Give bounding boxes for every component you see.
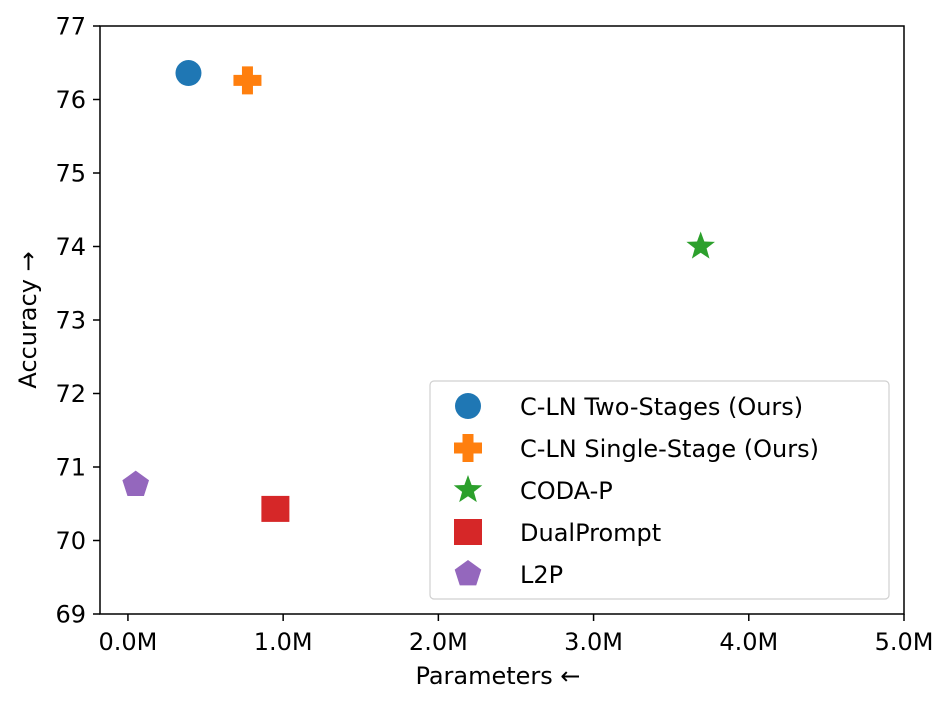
legend-label: C-LN Single-Stage (Ours) bbox=[520, 435, 819, 463]
data-point-plus bbox=[233, 66, 262, 95]
x-tick-label: 3.0M bbox=[564, 628, 623, 656]
x-tick-label: 0.0M bbox=[99, 628, 158, 656]
legend-label: CODA-P bbox=[520, 477, 613, 505]
x-axis: 0.0M 1.0M 2.0M 3.0M 4.0M 5.0M bbox=[99, 614, 934, 656]
legend-frame bbox=[429, 380, 890, 600]
legend-marker-pentagon bbox=[454, 560, 482, 586]
y-axis-title: Accuracy → bbox=[14, 251, 42, 388]
data-point-pentagon bbox=[122, 470, 150, 496]
y-tick-label: 73 bbox=[55, 307, 86, 335]
data-point-circle bbox=[175, 60, 202, 87]
x-axis-title: Parameters ← bbox=[415, 662, 580, 690]
legend-marker-star bbox=[453, 475, 483, 503]
y-tick-label: 69 bbox=[55, 601, 86, 629]
y-tick-label: 76 bbox=[55, 86, 86, 114]
legend-label: C-LN Two-Stages (Ours) bbox=[520, 393, 803, 421]
legend-marker-square bbox=[454, 519, 482, 545]
y-tick-label: 77 bbox=[55, 13, 86, 41]
y-tick-label: 71 bbox=[55, 454, 86, 482]
legend: C-LN Two-Stages (Ours) C-LN Single-Stage … bbox=[429, 380, 890, 600]
legend-label: DualPrompt bbox=[520, 519, 661, 547]
y-tick-label: 70 bbox=[55, 527, 86, 555]
legend-marker-plus bbox=[454, 434, 482, 462]
x-tick-label: 5.0M bbox=[875, 628, 934, 656]
data-point-star bbox=[686, 231, 715, 259]
x-tick-label: 4.0M bbox=[719, 628, 778, 656]
y-tick-label: 74 bbox=[55, 233, 86, 261]
legend-marker-circle bbox=[455, 393, 481, 419]
x-tick-label: 1.0M bbox=[254, 628, 313, 656]
y-axis: 69 70 71 72 73 74 75 76 77 bbox=[55, 13, 100, 629]
x-tick-label: 2.0M bbox=[409, 628, 468, 656]
y-tick-label: 75 bbox=[55, 160, 86, 188]
data-point-square bbox=[261, 495, 290, 522]
data-points bbox=[122, 60, 715, 522]
y-tick-label: 72 bbox=[55, 380, 86, 408]
legend-label: L2P bbox=[520, 561, 563, 589]
